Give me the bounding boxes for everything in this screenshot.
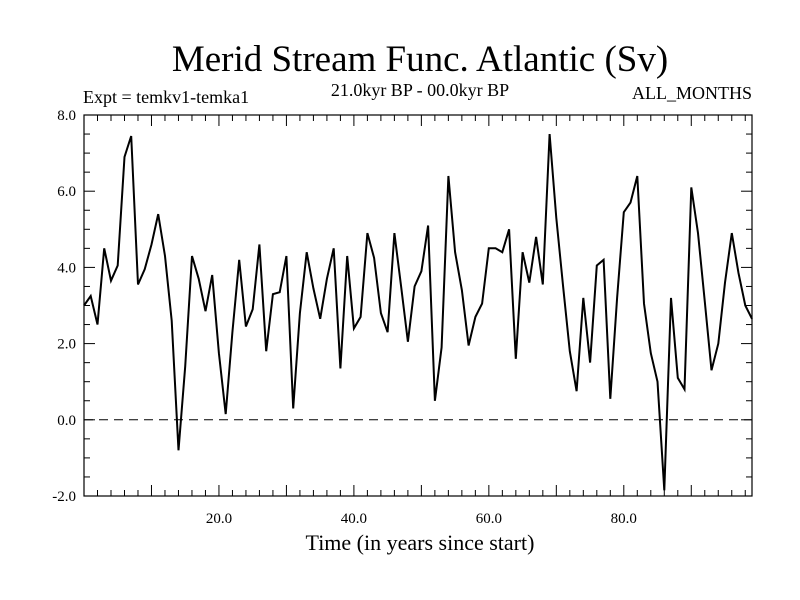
x-tick-label: 60.0 (476, 511, 502, 527)
subtitle-right: ALL_MONTHS (632, 83, 752, 103)
y-tick-label: 4.0 (57, 260, 76, 276)
y-tick-label: 0.0 (57, 413, 76, 429)
subtitle-center: 21.0kyr BP - 00.0kyr BP (331, 80, 509, 100)
x-axis-label: Time (in years since start) (306, 530, 535, 555)
y-tick-label: -2.0 (52, 489, 76, 505)
chart-title: Merid Stream Func. Atlantic (Sv) (172, 39, 668, 80)
x-tick-label: 40.0 (341, 511, 367, 527)
y-tick-label: 2.0 (57, 337, 76, 353)
subtitle-left: Expt = temkv1-temka1 (83, 87, 249, 107)
axis-tick-labels: 20.0 40.0 60.0 80.0 -2.0 0.0 2.0 4.0 6.0 8.0 (52, 108, 637, 527)
x-tick-label: 80.0 (611, 511, 637, 527)
y-tick-label: 6.0 (57, 184, 76, 200)
axis-ticks (84, 115, 752, 496)
series-line-msf (83, 134, 753, 491)
plot-frame (83, 114, 753, 497)
y-tick-label: 8.0 (57, 108, 76, 124)
x-tick-label: 20.0 (206, 511, 232, 527)
